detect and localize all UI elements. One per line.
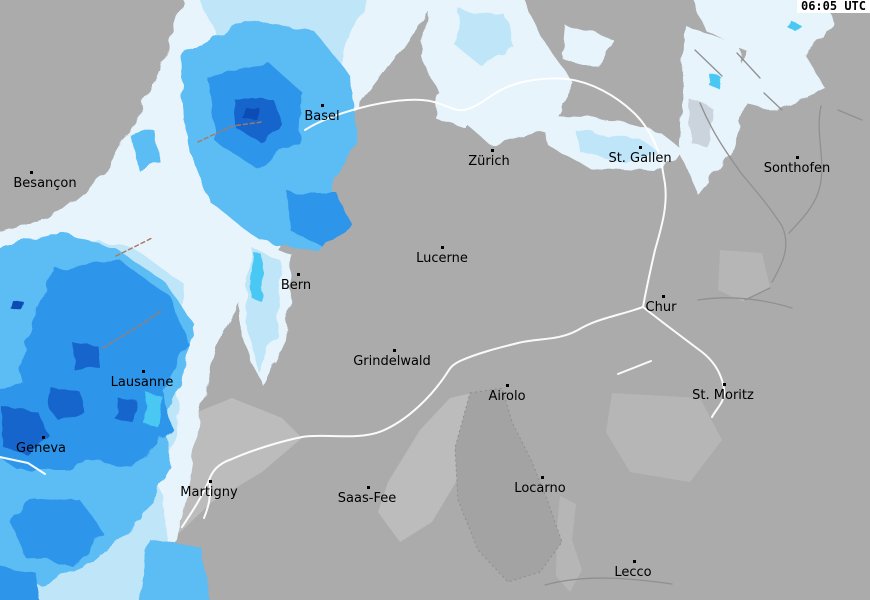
- region-ticino: [454, 387, 563, 583]
- precip-navy: [10, 108, 262, 310]
- precip-grayblue: [688, 98, 712, 148]
- border-lines: [0, 77, 726, 528]
- river-lines: [544, 49, 863, 586]
- boundary-dashes: [102, 121, 263, 349]
- timestamp-badge: 06:05 UTC: [796, 0, 870, 13]
- precip-dark: [2, 98, 282, 454]
- precip-layer: [0, 0, 835, 600]
- precip-cyan: [144, 20, 800, 428]
